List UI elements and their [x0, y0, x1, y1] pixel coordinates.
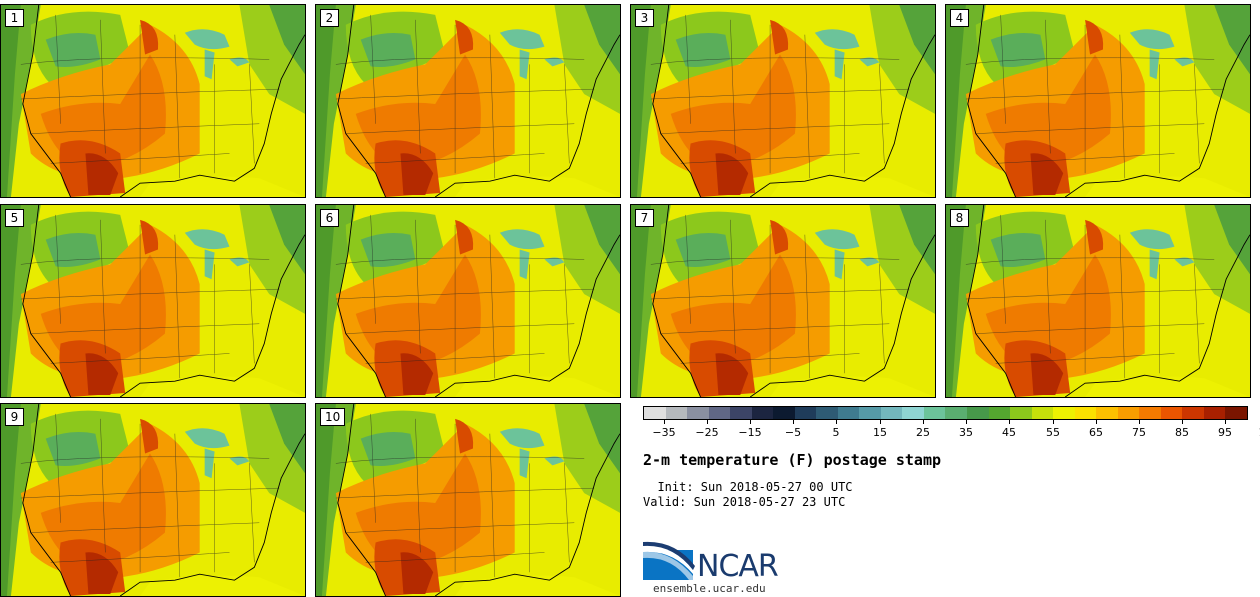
temperature-map: [946, 5, 1250, 197]
colorbar-tick: [1225, 420, 1226, 424]
colorbar-tick-label: 85: [1175, 426, 1189, 439]
temperature-map: [316, 404, 620, 596]
colorbar-cell: [816, 407, 838, 419]
colorbar-cell: [859, 407, 881, 419]
colorbar-cell: [730, 407, 752, 419]
colorbar-cell: [988, 407, 1011, 419]
colorbar-cell: [665, 407, 688, 419]
colorbar-cell: [751, 407, 774, 419]
colorbar-tick-label: 35: [959, 426, 973, 439]
temperature-map: [316, 5, 620, 197]
forecast-panel-5: 5: [0, 204, 306, 398]
temperature-map: [316, 205, 620, 397]
temperature-colorbar: [643, 406, 1248, 420]
colorbar-cell: [794, 407, 817, 419]
colorbar-tick-label: 55: [1046, 426, 1060, 439]
colorbar-cell: [1117, 407, 1140, 419]
colorbar-cell: [966, 407, 989, 419]
colorbar-cell: [1160, 407, 1183, 419]
init-time: Init: Sun 2018-05-27 00 UTC: [643, 480, 853, 494]
colorbar-cell: [1182, 407, 1204, 419]
colorbar-cell: [708, 407, 731, 419]
colorbar-cell: [1010, 407, 1032, 419]
plot-title: 2-m temperature (F) postage stamp: [643, 451, 942, 469]
colorbar-cell: [773, 407, 795, 419]
colorbar-cell: [902, 407, 924, 419]
colorbar-tick: [1096, 420, 1097, 424]
colorbar-tick-label: −25: [695, 426, 719, 439]
panel-number: 4: [950, 9, 969, 27]
colorbar-tick-label: 5: [832, 426, 840, 439]
colorbar-cell: [644, 407, 666, 419]
temperature-map: [631, 205, 935, 397]
colorbar-tick: [793, 420, 794, 424]
panel-number: 9: [5, 408, 24, 426]
colorbar-tick-label: −35: [652, 426, 676, 439]
panel-number: 10: [320, 408, 346, 426]
temperature-map: [631, 5, 935, 197]
colorbar-tick-label: 105: [1259, 426, 1260, 439]
colorbar-tick-label: 75: [1132, 426, 1146, 439]
colorbar-tick: [923, 420, 924, 424]
panel-number: 5: [5, 209, 24, 227]
colorbar-cell: [1203, 407, 1226, 419]
colorbar-cell: [1225, 407, 1247, 419]
panel-number: 7: [635, 209, 654, 227]
colorbar-cell: [945, 407, 967, 419]
colorbar-tick: [1139, 420, 1140, 424]
temperature-map: [1, 5, 305, 197]
colorbar-cell: [923, 407, 946, 419]
colorbar-tick-label: −15: [738, 426, 762, 439]
colorbar-tick-label: 25: [916, 426, 930, 439]
colorbar-tick: [1053, 420, 1054, 424]
forecast-panel-2: 2: [315, 4, 621, 198]
forecast-panel-3: 3: [630, 4, 936, 198]
forecast-panel-4: 4: [945, 4, 1251, 198]
forecast-panel-6: 6: [315, 204, 621, 398]
colorbar-tick: [1009, 420, 1010, 424]
forecast-panel-9: 9: [0, 403, 306, 597]
colorbar-tick: [836, 420, 837, 424]
panel-number: 3: [635, 9, 654, 27]
colorbar-cell: [1096, 407, 1118, 419]
colorbar-tick-label: 15: [873, 426, 887, 439]
colorbar-tick: [880, 420, 881, 424]
valid-time: Valid: Sun 2018-05-27 23 UTC: [643, 495, 846, 509]
colorbar-cell: [1139, 407, 1161, 419]
colorbar-tick-label: −5: [784, 426, 802, 439]
logo-text: NCAR: [697, 549, 779, 584]
panel-number: 1: [5, 9, 24, 27]
colorbar-cell: [1074, 407, 1097, 419]
forecast-panel-8: 8: [945, 204, 1251, 398]
colorbar-ticks: −35−25−15−55152535455565758595105115: [643, 420, 1260, 442]
forecast-panel-10: 10: [315, 403, 621, 597]
temperature-map: [1, 404, 305, 596]
colorbar-tick: [750, 420, 751, 424]
colorbar-tick: [707, 420, 708, 424]
forecast-panel-1: 1: [0, 4, 306, 198]
temperature-map: [946, 205, 1250, 397]
colorbar-cell: [837, 407, 860, 419]
colorbar-tick-label: 65: [1089, 426, 1103, 439]
colorbar-tick-label: 45: [1002, 426, 1016, 439]
temperature-map: [1, 205, 305, 397]
panel-number: 2: [320, 9, 339, 27]
colorbar-cell: [1031, 407, 1054, 419]
colorbar-cell: [687, 407, 709, 419]
colorbar-cell: [880, 407, 903, 419]
panel-number: 6: [320, 209, 339, 227]
colorbar-tick: [664, 420, 665, 424]
forecast-panel-7: 7: [630, 204, 936, 398]
colorbar-tick-label: 95: [1218, 426, 1232, 439]
colorbar-tick: [966, 420, 967, 424]
ncar-logo-icon: [643, 541, 695, 580]
site-url: ensemble.ucar.edu: [653, 582, 766, 595]
colorbar-cell: [1053, 407, 1075, 419]
colorbar-tick: [1182, 420, 1183, 424]
panel-number: 8: [950, 209, 969, 227]
